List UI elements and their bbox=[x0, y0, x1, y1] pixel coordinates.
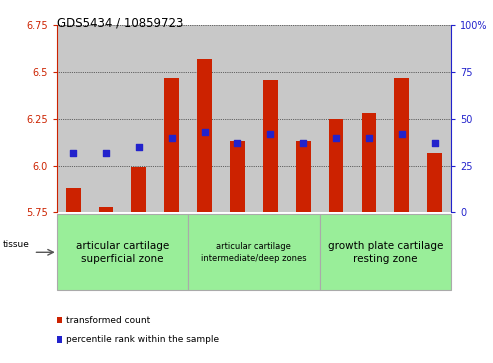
Bar bbox=[296, 141, 311, 212]
Text: GDS5434 / 10859723: GDS5434 / 10859723 bbox=[57, 16, 183, 29]
Point bbox=[299, 140, 307, 146]
Point bbox=[201, 129, 209, 135]
Point bbox=[102, 150, 110, 155]
Bar bbox=[132, 167, 146, 212]
Text: articular cartilage
intermediate/deep zones: articular cartilage intermediate/deep zo… bbox=[201, 242, 307, 263]
Bar bbox=[319, 25, 352, 212]
Bar bbox=[418, 25, 451, 212]
Bar bbox=[197, 59, 212, 212]
Point bbox=[135, 144, 143, 150]
Bar bbox=[394, 78, 409, 212]
Bar bbox=[188, 25, 221, 212]
Point bbox=[332, 135, 340, 140]
Point bbox=[234, 140, 242, 146]
Bar bbox=[57, 25, 90, 212]
Bar bbox=[221, 25, 254, 212]
Bar bbox=[155, 25, 188, 212]
Bar bbox=[361, 113, 376, 212]
Point bbox=[398, 131, 406, 137]
Bar bbox=[352, 25, 386, 212]
Bar bbox=[386, 25, 418, 212]
Text: growth plate cartilage
resting zone: growth plate cartilage resting zone bbox=[328, 241, 443, 264]
Bar bbox=[254, 25, 287, 212]
Bar bbox=[427, 152, 442, 212]
Bar bbox=[263, 79, 278, 212]
Text: articular cartilage
superficial zone: articular cartilage superficial zone bbox=[76, 241, 169, 264]
Point bbox=[365, 135, 373, 140]
Bar bbox=[164, 78, 179, 212]
Bar bbox=[66, 188, 80, 212]
Text: transformed count: transformed count bbox=[66, 316, 150, 325]
Bar bbox=[122, 25, 155, 212]
Point bbox=[431, 140, 439, 146]
Point bbox=[266, 131, 274, 137]
Bar bbox=[99, 207, 113, 212]
Point bbox=[168, 135, 176, 140]
Point bbox=[69, 150, 77, 155]
Bar bbox=[90, 25, 122, 212]
Bar bbox=[287, 25, 319, 212]
Bar bbox=[230, 141, 245, 212]
Bar bbox=[329, 119, 344, 212]
Text: tissue: tissue bbox=[2, 240, 30, 249]
Text: percentile rank within the sample: percentile rank within the sample bbox=[66, 335, 219, 344]
